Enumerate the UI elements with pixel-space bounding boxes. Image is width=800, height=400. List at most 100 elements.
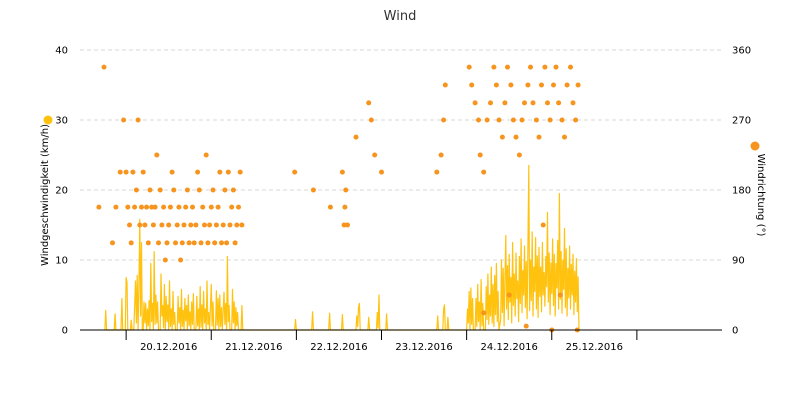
direction-point	[292, 169, 298, 175]
x-tick-label: 24.12.2016	[481, 342, 538, 353]
x-tick-label: 22.12.2016	[310, 342, 367, 353]
direction-point	[133, 187, 139, 193]
grid-lines	[80, 49, 722, 261]
direction-point	[466, 64, 472, 70]
y-left-tick-label: 40	[55, 46, 68, 57]
direction-point	[559, 117, 565, 123]
x-tick-label: 25.12.2016	[566, 342, 623, 353]
direction-point	[173, 240, 178, 246]
direction-point	[140, 169, 146, 175]
direction-point	[232, 240, 238, 246]
direction-point	[128, 240, 134, 246]
direction-point	[477, 152, 483, 158]
direction-point	[525, 82, 531, 88]
y-right-tick-label: 90	[732, 256, 745, 267]
direction-point	[368, 117, 374, 123]
direction-point	[493, 82, 499, 88]
direction-point	[508, 82, 514, 88]
direction-point	[222, 187, 228, 193]
direction-point	[224, 240, 230, 246]
direction-point	[438, 152, 444, 158]
direction-point	[310, 187, 316, 193]
direction-point	[156, 240, 161, 246]
direction-point	[110, 240, 115, 246]
direction-point	[130, 169, 136, 175]
direction-point	[164, 240, 170, 246]
chart-title: Wind	[384, 9, 417, 24]
direction-point	[167, 204, 173, 210]
direction-point	[161, 204, 167, 210]
direction-point	[545, 100, 550, 106]
direction-point	[229, 204, 235, 210]
direction-point	[343, 187, 349, 193]
direction-point	[502, 100, 508, 106]
direction-point	[575, 82, 581, 88]
direction-point	[181, 222, 187, 228]
direction-point	[207, 222, 213, 228]
y-left-tick-label: 30	[55, 116, 68, 127]
direction-point	[372, 152, 378, 158]
direction-point	[481, 169, 487, 175]
direction-point	[157, 187, 163, 193]
direction-point	[513, 134, 519, 140]
direction-point	[506, 292, 512, 298]
direction-point	[113, 204, 119, 210]
direction-point	[556, 100, 562, 106]
direction-point	[215, 204, 221, 210]
y-left-tick-label: 10	[55, 256, 68, 267]
direction-point	[564, 82, 570, 88]
direction-point	[239, 222, 245, 228]
direction-point	[127, 222, 132, 228]
direction-point	[166, 222, 172, 228]
direction-point	[523, 323, 529, 329]
direction-point	[190, 204, 195, 210]
direction-point	[123, 169, 129, 175]
x-tick-label: 21.12.2016	[225, 342, 282, 353]
direction-point	[227, 222, 233, 228]
x-tick-label: 20.12.2016	[140, 342, 197, 353]
right-axis-title: Windrichtung (°)	[755, 154, 766, 237]
direction-point	[547, 117, 553, 123]
direction-point	[219, 240, 224, 246]
direction-point	[533, 117, 539, 123]
direction-point	[202, 222, 207, 228]
speed-legend-dot	[43, 115, 53, 125]
y-right-tick-label: 0	[732, 326, 738, 337]
direction-point	[101, 64, 107, 70]
direction-point	[203, 152, 209, 158]
direction-point	[345, 222, 350, 228]
direction-point	[196, 187, 202, 193]
direction-point	[488, 100, 493, 106]
direction-point	[96, 204, 102, 210]
direction-point	[220, 222, 226, 228]
direction-point	[137, 222, 143, 228]
direction-point	[178, 257, 184, 263]
direction-point	[169, 169, 175, 175]
direction-point	[193, 222, 199, 228]
direction-point	[125, 204, 131, 210]
direction-point	[505, 64, 510, 70]
direction-point	[200, 204, 206, 210]
direction-point	[230, 187, 236, 193]
direction-point	[162, 257, 168, 263]
direction-point	[212, 240, 218, 246]
direction-point	[379, 169, 384, 175]
direction-point	[476, 117, 481, 123]
direction-point	[186, 240, 192, 246]
direction-point	[339, 169, 345, 175]
direction-point	[225, 169, 231, 175]
direction-point	[539, 82, 544, 88]
direction-point	[174, 222, 180, 228]
direction-point	[183, 204, 189, 210]
direction-point	[434, 169, 440, 175]
direction-point	[551, 82, 556, 88]
direction-point	[191, 240, 197, 246]
direction-point	[184, 187, 190, 193]
direction-point	[536, 134, 542, 140]
direction-point	[176, 204, 182, 210]
direction-point	[135, 117, 141, 123]
direction-point	[553, 64, 559, 70]
y-right-tick-label: 270	[732, 116, 751, 127]
direction-point	[540, 222, 546, 228]
